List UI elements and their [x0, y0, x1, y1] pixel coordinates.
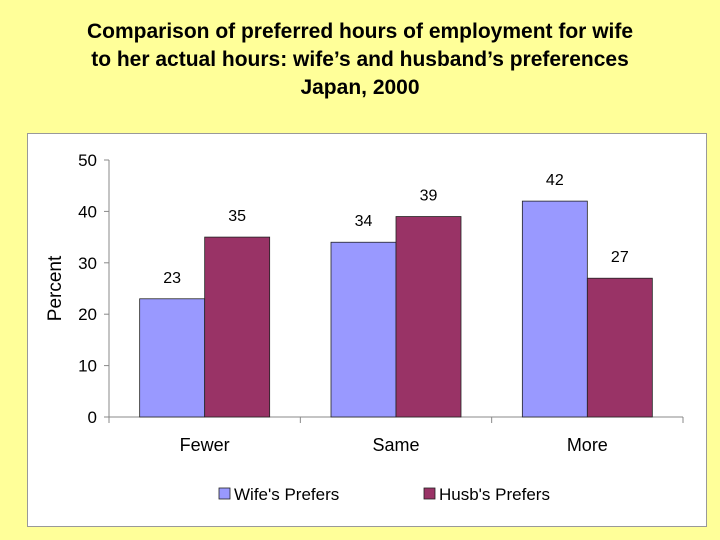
y-axis-title: Percent	[45, 255, 66, 321]
bar-fewer-series-2	[204, 236, 271, 418]
bar-chart: 0 10 20 30 40 50 Percent 23 35 Fewer 34 39 Same 42 27 M…	[45, 151, 684, 504]
slide-title: Comparison of preferred hours of employm…	[0, 18, 720, 102]
y-tick-label: 20	[78, 305, 97, 324]
x-category-label: Fewer	[180, 435, 230, 455]
data-label: 42	[546, 172, 564, 189]
chart-panel: 0 10 20 30 40 50 Percent 23 35 Fewer 34 39 Same 42 27 M…	[27, 133, 707, 527]
bar-same-series-1	[330, 241, 397, 418]
data-label: 35	[228, 208, 246, 225]
x-category-label: Same	[372, 435, 419, 455]
bar-fewer-series-1	[139, 298, 206, 418]
x-category-label: More	[567, 435, 608, 455]
bar-more-series-1	[521, 200, 588, 418]
bar-same-series-2	[395, 216, 462, 418]
data-label: 23	[163, 270, 181, 287]
y-tick-label: 0	[88, 408, 97, 427]
y-tick-label: 50	[78, 151, 97, 170]
legend-swatch-1	[218, 487, 231, 500]
legend-label: Husb's Prefers	[439, 485, 550, 504]
data-label: 34	[355, 213, 373, 230]
data-label: 27	[611, 249, 629, 266]
y-tick-label: 40	[78, 202, 97, 221]
legend-label: Wife's Prefers	[234, 485, 339, 504]
y-tick-label: 30	[78, 254, 97, 273]
title-line-3: Japan, 2000	[300, 76, 420, 99]
legend-swatch-2	[423, 487, 436, 500]
y-tick-label: 10	[78, 357, 97, 376]
data-label: 39	[420, 188, 438, 205]
bar-more-series-2	[586, 277, 653, 418]
title-line-1: Comparison of preferred hours of employm…	[86, 20, 634, 43]
title-line-2: to her actual hours: wife’s and husband’…	[91, 48, 629, 71]
